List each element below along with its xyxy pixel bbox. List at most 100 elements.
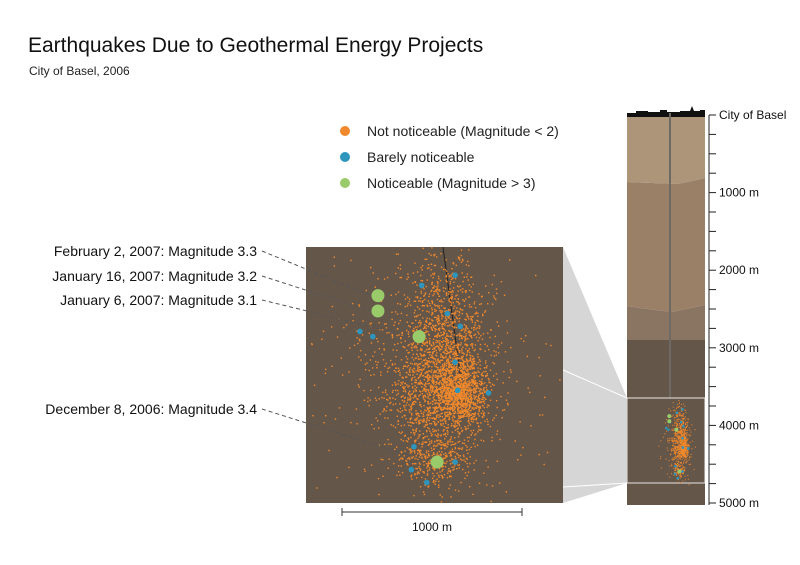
event-dot-not-noticeable	[433, 412, 435, 414]
event-dot-not-noticeable	[412, 428, 414, 431]
event-dot-not-noticeable	[417, 358, 420, 360]
mini-event-dot	[683, 418, 685, 420]
event-dot-not-noticeable	[440, 354, 442, 356]
mini-event-dot	[685, 412, 687, 414]
mini-event-dot	[676, 436, 678, 437]
event-dot-not-noticeable	[546, 451, 549, 454]
event-dot-not-noticeable	[425, 338, 427, 340]
event-dot-not-noticeable	[466, 449, 468, 451]
event-dot-not-noticeable	[414, 394, 416, 397]
event-dot-not-noticeable	[439, 348, 442, 350]
mini-event-dot	[680, 404, 682, 405]
event-dot-not-noticeable	[451, 296, 453, 298]
event-dot-not-noticeable	[465, 389, 467, 391]
event-dot-not-noticeable	[427, 379, 429, 381]
event-dot-not-noticeable	[492, 419, 494, 421]
event-dot-not-noticeable	[445, 347, 448, 349]
event-dot-not-noticeable	[422, 437, 425, 439]
event-dot-not-noticeable	[460, 344, 462, 346]
event-dot-not-noticeable	[400, 337, 402, 339]
event-dot-not-noticeable	[447, 384, 449, 387]
mini-event-dot	[679, 415, 681, 417]
event-dot-not-noticeable	[470, 417, 472, 419]
event-dot-not-noticeable	[437, 396, 439, 398]
event-dot-not-noticeable	[440, 402, 442, 404]
event-dot-not-noticeable	[431, 454, 433, 457]
event-dot-not-noticeable	[363, 468, 366, 471]
mini-event-dot	[684, 430, 686, 432]
event-dot-not-noticeable	[433, 475, 435, 477]
mini-event-dot	[686, 450, 688, 451]
event-dot-not-noticeable	[415, 291, 417, 293]
event-dot-noticeable	[430, 455, 444, 469]
event-dot-not-noticeable	[467, 420, 469, 423]
event-dot-not-noticeable	[463, 388, 465, 390]
event-dot-not-noticeable	[488, 405, 490, 407]
event-dot-not-noticeable	[418, 376, 420, 379]
mini-event-dot	[670, 448, 672, 450]
event-dot-not-noticeable	[407, 392, 410, 394]
event-dot-not-noticeable	[454, 376, 457, 378]
event-dot-not-noticeable	[443, 365, 446, 367]
event-dot-not-noticeable	[418, 421, 420, 424]
mini-event-dot	[684, 450, 686, 452]
event-dot-not-noticeable	[447, 415, 449, 417]
mini-event-dot	[671, 458, 673, 460]
event-dot-not-noticeable	[397, 420, 399, 422]
event-dot-not-noticeable	[446, 429, 448, 432]
event-dot-not-noticeable	[465, 415, 467, 417]
mini-event-dot	[672, 457, 674, 459]
event-dot-not-noticeable	[372, 272, 374, 274]
event-dot-not-noticeable	[452, 382, 454, 385]
mini-event-dot	[679, 476, 681, 478]
event-dot-not-noticeable	[484, 382, 486, 384]
event-dot-not-noticeable	[390, 409, 393, 411]
event-dot-not-noticeable	[449, 451, 452, 453]
event-dot-not-noticeable	[453, 420, 455, 423]
event-dot-not-noticeable	[409, 399, 412, 401]
event-dot-not-noticeable	[455, 420, 457, 423]
event-dot-not-noticeable	[423, 418, 425, 420]
event-dot-not-noticeable	[462, 402, 464, 404]
event-dot-not-noticeable	[444, 455, 447, 457]
event-dot-not-noticeable	[457, 298, 459, 300]
event-dot-not-noticeable	[472, 415, 474, 418]
event-dot-not-noticeable	[475, 386, 478, 388]
event-dot-not-noticeable	[437, 368, 439, 370]
mini-event-dot	[679, 482, 681, 484]
event-dot-not-noticeable	[436, 287, 439, 289]
event-dot-not-noticeable	[419, 382, 421, 384]
event-dot-not-noticeable	[478, 383, 481, 385]
event-dot-barely-noticeable	[452, 272, 458, 278]
event-dot-not-noticeable	[396, 446, 398, 448]
event-dot-not-noticeable	[453, 468, 455, 470]
event-dot-not-noticeable	[454, 407, 457, 409]
event-dot-not-noticeable	[421, 393, 423, 395]
event-dot-not-noticeable	[457, 381, 459, 383]
event-dot-not-noticeable	[410, 431, 412, 434]
event-dot-not-noticeable	[468, 389, 470, 392]
event-dot-not-noticeable	[436, 292, 439, 294]
event-dot-not-noticeable	[447, 351, 449, 354]
event-dot-not-noticeable	[426, 430, 428, 433]
event-dot-not-noticeable	[433, 285, 435, 287]
event-dot-not-noticeable	[429, 402, 432, 404]
event-dot-not-noticeable	[453, 355, 456, 357]
event-dot-not-noticeable	[457, 464, 459, 466]
event-dot-not-noticeable	[451, 423, 453, 425]
event-dot-not-noticeable	[446, 392, 448, 394]
mini-event-dot	[681, 456, 683, 458]
event-dot-not-noticeable	[405, 459, 407, 462]
event-dot-not-noticeable	[427, 407, 430, 409]
event-dot-not-noticeable	[460, 386, 462, 388]
event-dot-not-noticeable	[428, 375, 431, 377]
event-dot-not-noticeable	[465, 373, 467, 375]
event-dot-not-noticeable	[441, 475, 444, 477]
event-dot-not-noticeable	[431, 247, 433, 249]
event-dot-not-noticeable	[465, 427, 467, 429]
mini-event-dot	[676, 468, 678, 470]
event-dot-not-noticeable	[431, 319, 433, 322]
event-dot-not-noticeable	[401, 410, 404, 412]
event-dot-not-noticeable	[435, 366, 437, 368]
event-dot-not-noticeable	[431, 311, 433, 314]
